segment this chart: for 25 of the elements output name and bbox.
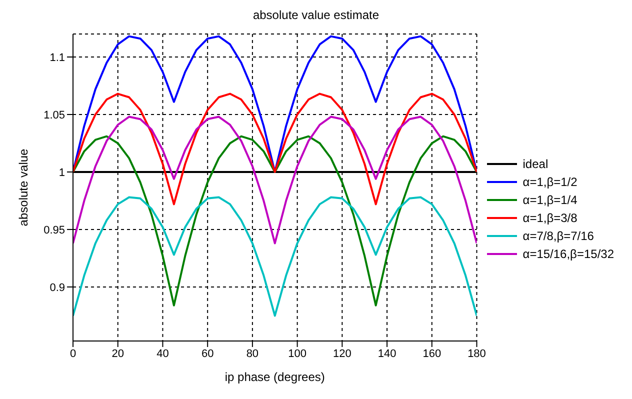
x-tick-label: 20 xyxy=(112,348,124,360)
x-tick-label: 120 xyxy=(332,348,352,360)
legend-label: α=1,β=1/2 xyxy=(522,174,578,188)
y-tick-label: 0.95 xyxy=(44,224,65,236)
x-tick-label: 0 xyxy=(70,348,76,360)
x-tick-label: 180 xyxy=(468,348,486,360)
x-tick-label: 60 xyxy=(201,348,214,360)
y-tick-label: 1.05 xyxy=(44,109,65,122)
y-tick-label: 1 xyxy=(58,166,65,179)
legend-label: α=15/16,β=15/32 xyxy=(522,246,614,260)
x-tick-label: 80 xyxy=(246,348,259,360)
y-tick-label: 0.9 xyxy=(50,282,65,294)
y-tick-label: 1.1 xyxy=(50,52,65,64)
legend-label: α=1,β=1/4 xyxy=(522,192,578,206)
legend-label: α=7/8,β=7/16 xyxy=(522,228,594,242)
x-tick-label: 100 xyxy=(288,348,306,360)
y-axis-title: absolute value xyxy=(16,148,30,226)
x-tick-label: 140 xyxy=(378,348,396,360)
line-series xyxy=(73,196,477,317)
x-tick-label: 160 xyxy=(422,348,442,360)
chart-title: absolute value estimate xyxy=(252,8,380,24)
x-axis-title: ip phase (degrees) xyxy=(224,370,325,384)
x-tick-label: 40 xyxy=(156,348,169,360)
legend-label: α=1,β=3/8 xyxy=(522,210,578,224)
legend-label: ideal xyxy=(522,156,548,170)
